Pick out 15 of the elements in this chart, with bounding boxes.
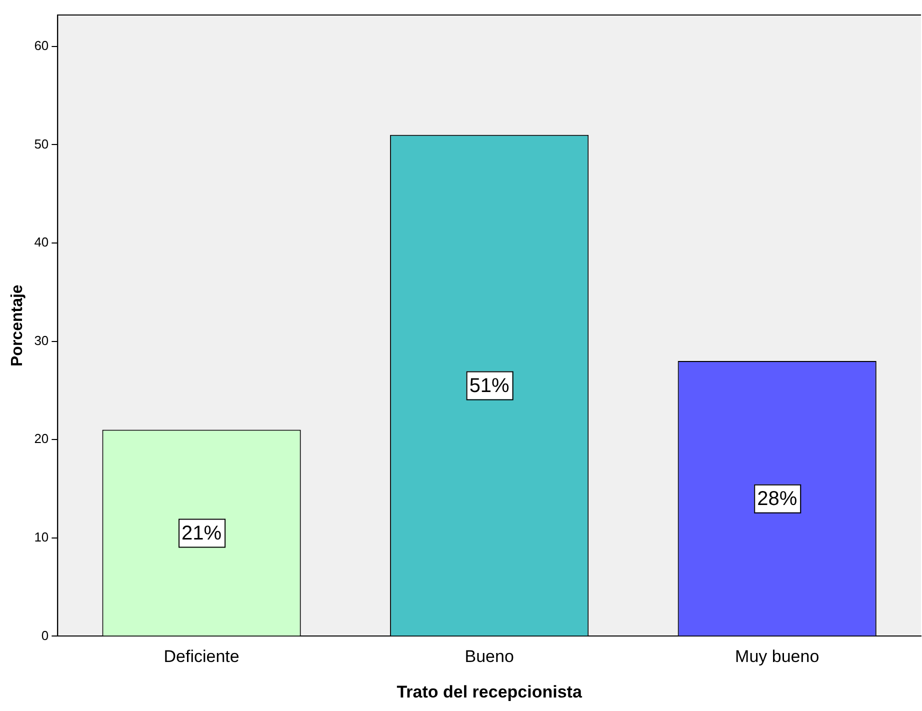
x-tick-label: Deficiente xyxy=(164,647,240,666)
y-tick-label: 60 xyxy=(34,38,49,54)
x-tick-label: Muy bueno xyxy=(735,647,820,666)
y-tick-label: 40 xyxy=(34,234,49,250)
x-axis-title: Trato del recepcionista xyxy=(396,682,582,702)
y-tick-label: 50 xyxy=(34,136,49,152)
y-axis-title: Porcentaje xyxy=(9,284,26,367)
y-tick-label: 30 xyxy=(34,332,49,348)
x-tick-label: Bueno xyxy=(464,647,514,666)
y-tick-label: 10 xyxy=(34,529,49,544)
y-tick-label: 20 xyxy=(34,431,49,446)
data-label: 21% xyxy=(182,522,222,544)
data-label: 51% xyxy=(469,374,510,397)
y-tick-label: 0 xyxy=(41,628,49,643)
data-label: 28% xyxy=(757,488,798,510)
